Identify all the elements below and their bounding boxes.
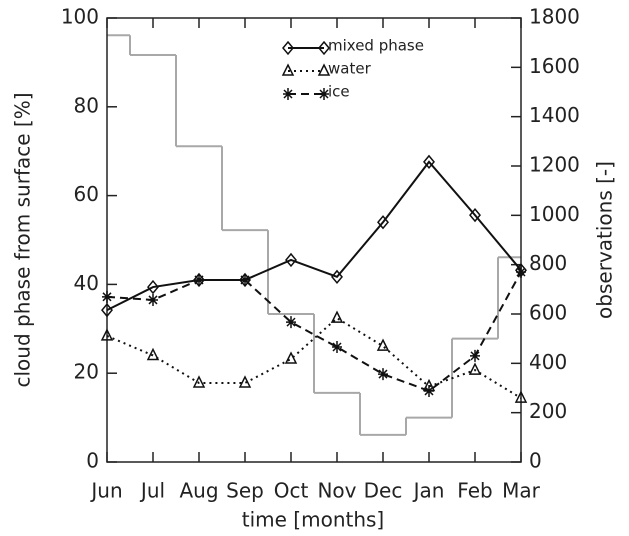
y2-tick-label: 1400 [529,103,580,127]
x-tick-label: Mar [502,479,541,503]
marker-asterisk [424,384,434,397]
marker-triangle [192,375,206,388]
marker-triangle [100,328,114,341]
plot-frame [106,17,522,463]
marker-triangle [284,351,298,364]
marker-diamond [318,40,330,56]
x-tick-label: Jul [139,479,165,503]
marker-asterisk [286,316,296,329]
marker-triangle [468,362,482,375]
x-tick-label: Nov [317,479,356,503]
marker-asterisk [516,265,526,278]
marker-asterisk [240,273,250,286]
marker-triangle [514,390,528,403]
marker-diamond [282,40,294,56]
y2-tick-label: 1200 [529,153,580,177]
series-line [106,271,522,393]
x-tick-label: Dec [364,479,403,503]
marker-diamond [285,252,297,268]
x-axis-label: time [months] [242,508,384,532]
marker-asterisk [470,349,480,362]
marker-diamond [377,215,389,230]
y2-tick-label: 200 [529,399,567,423]
legend-label: water [328,60,372,78]
series-line [106,160,522,312]
marker-asterisk [319,88,329,100]
x-tick-label: Aug [179,479,218,503]
legend-label: ice [328,83,350,101]
marker-triangle [376,338,390,351]
y-axis-label: cloud phase from surface [%] [11,92,35,387]
y2-axis-label: observations [-] [593,161,617,319]
marker-diamond [331,269,343,285]
marker-diamond [469,207,481,223]
y-tick-label: 20 [74,360,99,384]
y-tick-label: 60 [74,182,99,206]
y2-tick-label: 1800 [529,5,580,29]
y-tick-label: 40 [74,271,99,295]
marker-diamond [101,302,113,318]
marker-triangle [317,63,331,76]
marker-asterisk [332,341,342,354]
x-tick-label: Feb [457,479,492,503]
legend-label: mixed phase [328,37,424,55]
marker-asterisk [378,368,388,381]
marker-diamond [147,279,159,295]
y2-tick-label: 800 [529,251,567,275]
marker-asterisk [102,290,112,303]
x-tick-label: Oct [274,479,309,503]
y-tick-label: 0 [86,449,99,473]
y2-tick-label: 600 [529,301,567,325]
marker-triangle [330,310,344,323]
x-tick-label: Sep [226,479,264,503]
marker-triangle [146,347,160,361]
marker-triangle [238,375,252,388]
x-tick-label: Jun [89,479,122,503]
marker-asterisk [194,273,204,286]
y2-tick-label: 0 [529,449,542,473]
marker-asterisk [148,293,158,306]
y2-tick-label: 400 [529,350,567,374]
marker-triangle [281,63,295,76]
y2-tick-label: 1000 [529,202,580,226]
y-tick-label: 100 [61,5,99,29]
marker-diamond [423,154,435,170]
series-line [106,316,522,399]
y-tick-label: 80 [74,93,99,117]
marker-asterisk [283,88,293,100]
x-tick-label: Jan [412,479,445,503]
y2-tick-label: 1600 [529,54,580,78]
